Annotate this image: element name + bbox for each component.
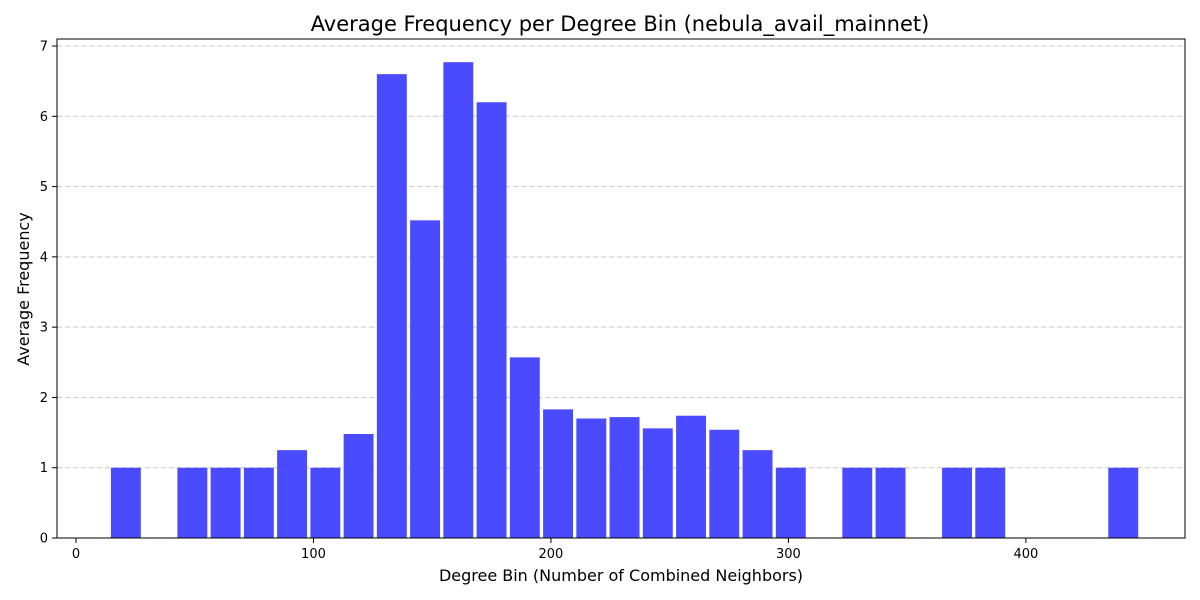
x-tick-label: 100 — [301, 547, 326, 562]
bar — [509, 357, 540, 538]
bar — [609, 417, 640, 538]
bar — [742, 450, 773, 538]
bar — [110, 467, 141, 538]
y-tick-label: 1 — [40, 461, 48, 476]
y-axis-ticks: 0 1 2 3 4 5 6 7 — [40, 40, 57, 547]
y-tick-label: 5 — [40, 180, 48, 195]
y-tick-label: 7 — [40, 40, 48, 55]
bars — [110, 62, 1139, 539]
bar — [842, 467, 873, 538]
bar — [277, 450, 308, 538]
x-axis-ticks: 0 100 200 300 400 — [72, 538, 1038, 562]
bar — [775, 467, 806, 538]
y-tick-label: 2 — [40, 391, 48, 406]
bar — [310, 467, 341, 538]
x-tick-label: 300 — [776, 547, 801, 562]
bar — [1108, 467, 1139, 538]
bar — [709, 429, 740, 538]
y-tick-label: 3 — [40, 321, 48, 336]
chart-title: Average Frequency per Degree Bin (nebula… — [311, 12, 930, 37]
x-axis-label: Degree Bin (Number of Combined Neighbors… — [439, 566, 803, 585]
bar — [676, 415, 707, 538]
bar — [975, 467, 1006, 538]
y-tick-label: 6 — [40, 110, 48, 125]
x-tick-label: 0 — [72, 547, 80, 562]
bar — [177, 467, 208, 538]
bar — [376, 74, 407, 539]
x-tick-label: 400 — [1013, 547, 1038, 562]
bar — [476, 102, 507, 538]
bar — [875, 467, 906, 538]
bar — [243, 467, 274, 538]
y-tick-label: 4 — [40, 250, 48, 265]
bar — [210, 467, 241, 538]
y-axis-label: Average Frequency — [14, 212, 33, 365]
bar — [343, 433, 374, 538]
bar — [576, 418, 607, 538]
bar — [642, 428, 673, 538]
bar — [410, 220, 441, 538]
plot-frame — [56, 38, 1186, 539]
bar — [942, 467, 972, 538]
bar — [443, 62, 474, 538]
bar — [543, 409, 574, 538]
x-tick-label: 200 — [539, 547, 564, 562]
y-tick-label: 0 — [40, 532, 48, 547]
